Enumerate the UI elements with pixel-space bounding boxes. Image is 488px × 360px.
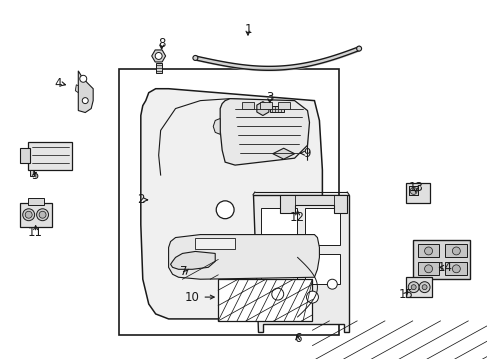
Text: 13: 13 (407, 181, 422, 194)
Polygon shape (272, 148, 294, 159)
Bar (304, 255, 340, 284)
Polygon shape (252, 195, 348, 332)
Polygon shape (256, 102, 268, 116)
Polygon shape (78, 71, 93, 113)
Circle shape (192, 55, 198, 60)
Circle shape (25, 211, 32, 218)
Bar (277, 102, 289, 109)
Text: 10: 10 (184, 291, 200, 303)
Bar (259, 102, 271, 109)
Circle shape (424, 265, 432, 273)
Bar (28, 198, 43, 205)
Text: 14: 14 (437, 261, 452, 274)
Polygon shape (279, 195, 346, 213)
Polygon shape (213, 118, 220, 134)
Bar (269, 105, 283, 112)
Text: 8: 8 (158, 37, 165, 50)
Text: 11: 11 (28, 226, 43, 239)
Circle shape (82, 98, 88, 104)
Polygon shape (75, 85, 78, 93)
Text: 9: 9 (302, 147, 309, 160)
Circle shape (421, 285, 426, 290)
Polygon shape (168, 235, 319, 279)
Bar (445, 262, 467, 275)
Text: 15: 15 (398, 288, 412, 301)
Circle shape (418, 282, 429, 293)
Bar (417, 244, 439, 257)
Bar (155, 63, 162, 73)
Bar (408, 186, 417, 195)
Bar (242, 102, 253, 109)
Circle shape (410, 285, 415, 290)
Circle shape (451, 265, 459, 273)
Polygon shape (220, 99, 309, 165)
Text: 1: 1 (244, 23, 251, 36)
Bar (304, 208, 340, 246)
Text: 5: 5 (31, 168, 38, 181)
Text: 3: 3 (265, 91, 273, 104)
Polygon shape (151, 50, 165, 62)
Polygon shape (141, 89, 322, 319)
Circle shape (39, 211, 46, 218)
Circle shape (22, 209, 35, 221)
Bar (260, 255, 296, 284)
Circle shape (216, 201, 234, 219)
Circle shape (80, 75, 86, 82)
Bar (412, 239, 469, 279)
Circle shape (424, 247, 432, 255)
Bar (119, 69, 339, 335)
Circle shape (409, 188, 416, 194)
Polygon shape (30, 170, 34, 176)
Bar (260, 208, 296, 246)
Bar (218, 279, 312, 321)
Text: 7: 7 (180, 265, 187, 278)
Bar (28, 142, 72, 170)
Bar (20, 148, 30, 163)
Bar (405, 183, 428, 203)
Bar (408, 186, 417, 195)
Text: 2: 2 (137, 193, 144, 206)
Text: 6: 6 (293, 332, 301, 345)
Circle shape (155, 53, 162, 59)
Circle shape (306, 291, 318, 303)
Circle shape (271, 288, 283, 300)
Bar (405, 277, 431, 297)
Text: 12: 12 (289, 211, 305, 224)
Circle shape (37, 209, 48, 221)
Bar (417, 262, 439, 275)
Polygon shape (170, 251, 215, 269)
Circle shape (451, 247, 459, 255)
Bar (445, 244, 467, 257)
Circle shape (356, 46, 361, 51)
Bar (195, 238, 235, 249)
Circle shape (407, 282, 418, 293)
Bar (20, 203, 51, 227)
Text: 4: 4 (55, 77, 62, 90)
Circle shape (326, 279, 337, 289)
